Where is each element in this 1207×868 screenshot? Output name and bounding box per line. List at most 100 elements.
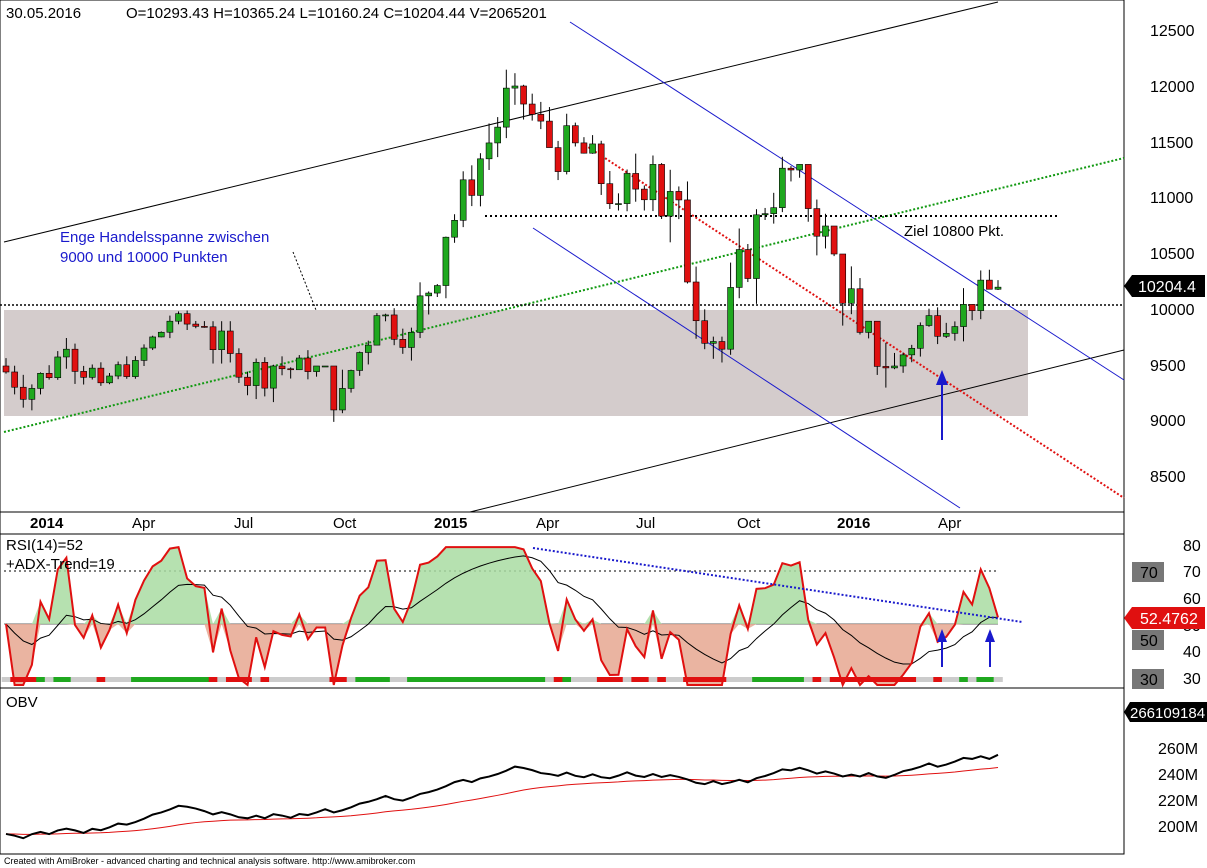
adx-segment: [967, 677, 977, 682]
candle-down: [554, 147, 562, 172]
adx-segment: [415, 677, 425, 682]
adx-segment: [648, 677, 658, 682]
rsi-tick: 70: [1183, 564, 1201, 581]
candle-up: [149, 336, 156, 349]
rsi-arrow-icon: [985, 629, 995, 642]
adx-segment: [355, 677, 365, 682]
candle-down: [390, 314, 398, 340]
adx-segment: [812, 677, 822, 682]
adx-segment: [62, 677, 72, 682]
adx-segment: [27, 677, 37, 682]
price-panel[interactable]: [0, 0, 1125, 513]
adx-segment: [53, 677, 63, 682]
adx-segment: [536, 677, 546, 682]
adx-segment: [898, 677, 908, 682]
adx-segment: [303, 677, 313, 682]
candle-up: [779, 167, 786, 208]
candle-up: [822, 225, 829, 237]
candle-up: [563, 125, 570, 172]
candle-down: [304, 357, 312, 372]
adx-segment: [596, 677, 607, 682]
candle-up: [925, 315, 933, 326]
adx-segment: [691, 677, 701, 682]
candle-down: [11, 371, 18, 388]
blue-channel-upper: [569, 21, 1125, 381]
candle-up: [373, 315, 381, 346]
adx-segment: [122, 677, 132, 682]
rsi-tick: 80: [1183, 538, 1201, 555]
adx-segment: [79, 677, 89, 682]
candle-down: [226, 330, 234, 354]
header-ohlcv: O=10293.43 H=10365.24 L=10160.24 C=10204…: [126, 5, 547, 22]
adx-segment: [182, 677, 192, 682]
time-label: Oct: [333, 515, 357, 532]
adx-segment: [674, 677, 684, 682]
candle-down: [934, 315, 941, 337]
adx-segment: [407, 677, 417, 682]
candle-down: [546, 120, 553, 148]
candle-up: [313, 365, 320, 372]
obv-panel[interactable]: [0, 687, 1125, 855]
candle-up: [157, 331, 165, 338]
adx-segment: [105, 677, 115, 682]
candle-down: [19, 386, 27, 400]
blue-channel-lower: [532, 227, 961, 509]
adx-segment: [838, 677, 848, 682]
adx-segment: [760, 677, 770, 682]
adx-segment: [924, 677, 934, 682]
price-tick: 12000: [1150, 79, 1195, 96]
price-tick: 9000: [1150, 413, 1186, 430]
adx-segment: [579, 677, 589, 682]
candle-down: [873, 320, 881, 367]
candle-down: [183, 313, 191, 325]
adx-segment: [234, 677, 244, 682]
candle-up: [503, 87, 510, 128]
obv-last-label: 266109184: [1130, 705, 1205, 722]
time-label-year: 2014: [30, 515, 64, 532]
adx-segment: [458, 677, 468, 682]
adx-segment: [743, 677, 753, 682]
adx-segment: [476, 677, 486, 682]
adx-segment: [872, 677, 883, 682]
adx-segment: [545, 677, 555, 682]
time-axis: 2014 Apr Jul Oct 2015 Apr Jul Oct 2016 A…: [30, 515, 961, 532]
candle-down: [97, 367, 105, 384]
candle-up: [615, 203, 622, 205]
candle-down: [986, 279, 993, 290]
time-label: Apr: [132, 515, 155, 532]
candle-down: [45, 373, 53, 379]
adx-segment: [752, 677, 762, 682]
candle-up: [960, 304, 967, 327]
candle-up: [442, 236, 450, 286]
rsi-50-badge: [1132, 630, 1164, 650]
adx-segment: [726, 677, 736, 682]
candle-up: [511, 85, 519, 89]
rsi-tick: 60: [1183, 591, 1201, 608]
candle-down: [261, 362, 269, 389]
rsi-fill-above: [6, 547, 998, 624]
candle-down: [235, 353, 243, 378]
range-annotation-line1: Enge Handelsspanne zwischen: [60, 229, 269, 246]
obv-last-badge: [1124, 702, 1207, 722]
adx-segment: [821, 677, 831, 682]
adx-segment: [778, 677, 788, 682]
candle-up: [88, 367, 96, 378]
candle-up: [347, 370, 355, 389]
candle-down: [597, 143, 605, 184]
adx-segment: [976, 677, 986, 682]
obv-line: [5, 753, 999, 840]
candle-up: [994, 286, 1002, 290]
adx-segment: [959, 677, 969, 682]
obv-tick: 220M: [1158, 793, 1198, 810]
adx-segment: [484, 677, 494, 682]
adx-segment: [657, 677, 667, 682]
adx-segment: [1, 677, 11, 682]
adx-segment: [398, 677, 408, 682]
footer-credit: Created with AmiBroker - advanced charti…: [4, 856, 415, 866]
rsi-title: RSI(14)=52: [6, 537, 83, 554]
candle-up: [295, 357, 303, 371]
candle-up: [649, 164, 657, 201]
adx-segment: [148, 677, 158, 682]
adx-segment: [432, 677, 443, 682]
